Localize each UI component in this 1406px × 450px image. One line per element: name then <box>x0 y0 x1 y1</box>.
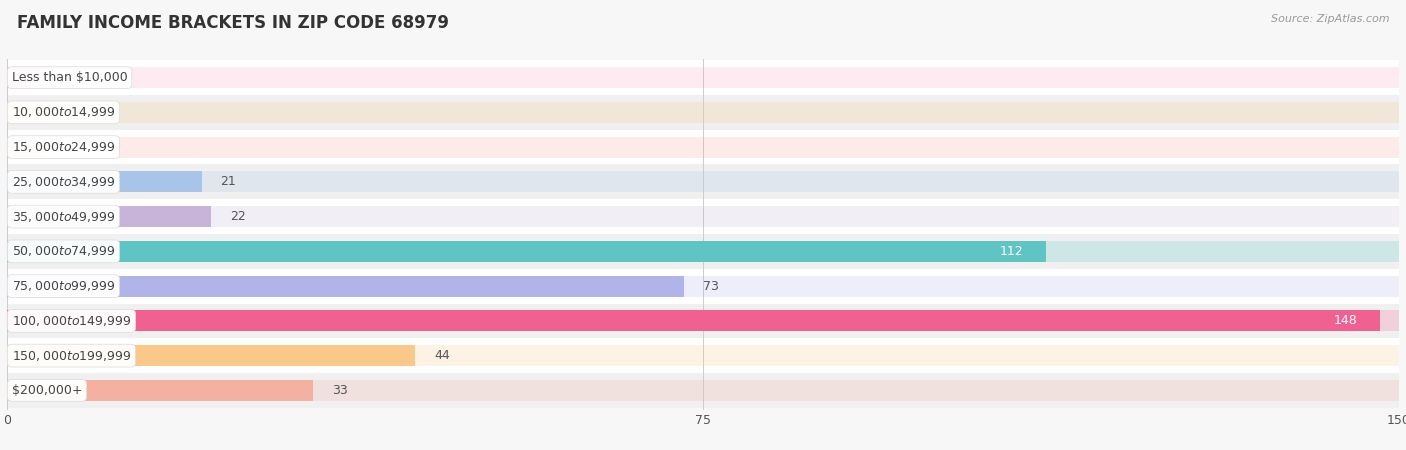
Bar <box>7 102 1399 123</box>
Text: FAMILY INCOME BRACKETS IN ZIP CODE 68979: FAMILY INCOME BRACKETS IN ZIP CODE 68979 <box>17 14 449 32</box>
Bar <box>7 269 1399 303</box>
Text: Less than $10,000: Less than $10,000 <box>11 71 128 84</box>
Text: 112: 112 <box>1000 245 1024 258</box>
Text: 73: 73 <box>703 279 718 292</box>
Bar <box>7 199 1399 234</box>
Text: 22: 22 <box>229 210 246 223</box>
Bar <box>7 67 1399 88</box>
Text: 4: 4 <box>63 71 70 84</box>
Text: 44: 44 <box>434 349 450 362</box>
Bar <box>7 137 1399 157</box>
Bar <box>7 373 1399 408</box>
Text: 21: 21 <box>221 176 236 189</box>
Bar <box>7 310 1381 331</box>
Bar <box>7 338 1399 373</box>
Bar <box>7 241 1399 262</box>
Bar <box>7 241 1046 262</box>
Bar <box>7 234 1399 269</box>
Bar <box>7 95 1399 130</box>
Bar <box>7 137 44 157</box>
Bar <box>7 276 1399 297</box>
Text: $200,000+: $200,000+ <box>11 384 82 397</box>
Bar <box>7 165 1399 199</box>
Bar <box>7 303 1399 338</box>
Bar <box>7 380 314 401</box>
Bar <box>7 276 685 297</box>
Text: $10,000 to $14,999: $10,000 to $14,999 <box>11 105 115 119</box>
Bar <box>7 171 202 192</box>
Text: $25,000 to $34,999: $25,000 to $34,999 <box>11 175 115 189</box>
Bar <box>7 67 44 88</box>
Text: 4: 4 <box>63 140 70 153</box>
Text: 5: 5 <box>72 106 80 119</box>
Text: $75,000 to $99,999: $75,000 to $99,999 <box>11 279 115 293</box>
Bar <box>7 345 415 366</box>
Text: $35,000 to $49,999: $35,000 to $49,999 <box>11 210 115 224</box>
Bar <box>7 171 1399 192</box>
Text: $150,000 to $199,999: $150,000 to $199,999 <box>11 349 131 363</box>
Bar <box>7 310 1399 331</box>
Text: $100,000 to $149,999: $100,000 to $149,999 <box>11 314 131 328</box>
Bar <box>7 102 53 123</box>
Bar <box>7 345 1399 366</box>
Bar <box>7 60 1399 95</box>
Text: $15,000 to $24,999: $15,000 to $24,999 <box>11 140 115 154</box>
Bar <box>7 380 1399 401</box>
Text: 148: 148 <box>1333 315 1357 328</box>
Text: $50,000 to $74,999: $50,000 to $74,999 <box>11 244 115 258</box>
Text: 33: 33 <box>332 384 347 397</box>
Bar <box>7 206 211 227</box>
Bar <box>7 206 1399 227</box>
Text: Source: ZipAtlas.com: Source: ZipAtlas.com <box>1271 14 1389 23</box>
Bar <box>7 130 1399 165</box>
